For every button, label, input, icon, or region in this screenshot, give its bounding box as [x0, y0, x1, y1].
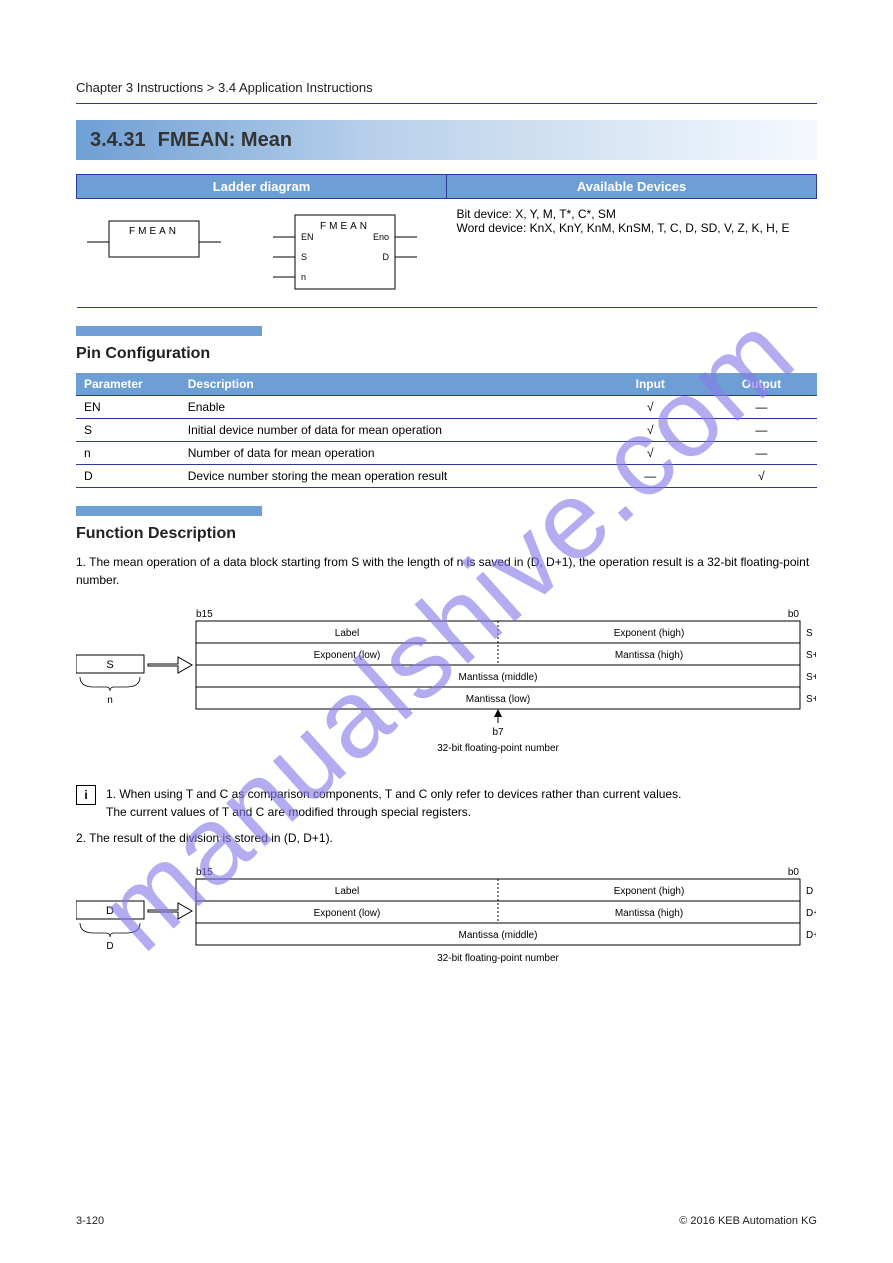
mem1-arrow-label: b7 [492, 727, 504, 738]
mem2-r1-left: Label [335, 886, 359, 897]
pin-col-param: Parameter [76, 373, 180, 396]
mem1-r1-right: Exponent (high) [614, 628, 685, 639]
mem1-r1-left: Label [335, 628, 359, 639]
note-block: i 1. When using T and C as comparison co… [76, 785, 817, 821]
mem2-side-1: D+1 [806, 908, 816, 919]
pin-n: n [301, 272, 306, 282]
mem2-side-2: D+2 [806, 930, 816, 941]
bit2-b0: b0 [788, 867, 800, 878]
mem1-r4: Mantissa (low) [466, 694, 530, 705]
mem2-r2-right: Mantissa (high) [615, 908, 683, 919]
table-row: S Initial device number of data for mean… [76, 419, 817, 442]
bit-b0: b0 [788, 609, 800, 620]
mem1-r2-right: Mantissa (high) [615, 650, 683, 661]
mem1-r2-left: Exponent (low) [314, 650, 381, 661]
mem1-r3: Mantissa (middle) [459, 672, 538, 683]
mem1-side-0: S [806, 628, 813, 639]
funcdesc-p1: 1. The mean operation of a data block st… [76, 553, 817, 589]
pin-col-output: Output [706, 373, 817, 396]
mem1-pointer-label: n [107, 695, 113, 706]
mem2-side-0: D [806, 886, 813, 897]
bit-b15: b15 [196, 609, 213, 620]
ladder-block-large: FMEAN EN S n Eno D [267, 207, 437, 299]
note-icon: i [76, 785, 96, 805]
pin-config-band [76, 326, 262, 336]
mem2-pointer-label: D [106, 941, 113, 952]
footer-copyright: © 2016 KEB Automation KG [679, 1215, 817, 1227]
funcdesc-band [76, 506, 262, 516]
top-rule [76, 103, 817, 104]
pin-d: D [382, 252, 389, 262]
devices-cell: Bit device: X, Y, M, T*, C*, SM Word dev… [447, 199, 817, 308]
mem2-r1-right: Exponent (high) [614, 886, 685, 897]
ladder-cell: FMEAN FMEAN EN S n [77, 199, 447, 308]
memory-diagram-2: b15 b0 D D Label Exponent (high) Exponen… [76, 861, 817, 1001]
mem1-pointer-box: S [106, 659, 113, 671]
pin-col-desc: Description [180, 373, 595, 396]
footer-page-number: 3-120 [76, 1215, 104, 1227]
pin-en: EN [301, 232, 314, 242]
section-title: FMEAN: Mean [158, 129, 292, 152]
pin-config-table: Parameter Description Input Output EN En… [76, 373, 817, 488]
pin-s: S [301, 252, 307, 262]
funcdesc-title: Function Description [76, 525, 817, 543]
page-footer: 3-120 © 2016 KEB Automation KG [76, 1215, 817, 1227]
mem1-side-3: S+3 [806, 694, 816, 705]
pin-col-input: Input [595, 373, 706, 396]
pin-table-body: EN Enable √ — S Initial device number of… [76, 396, 817, 488]
funcdesc-p2: 2. The result of the division is stored … [76, 829, 817, 847]
pin-config-title: Pin Configuration [76, 345, 817, 363]
ladder-block-small: FMEAN [87, 207, 227, 277]
bit2-b15: b15 [196, 867, 213, 878]
rep-col-ladder: Ladder diagram [77, 175, 447, 199]
mem1-side-1: S+1 [806, 650, 816, 661]
section-number: 3.4.31 [90, 129, 146, 152]
pin-eno: Eno [372, 232, 388, 242]
mem2-pointer-box: D [106, 905, 114, 917]
table-row: n Number of data for mean operation √ — [76, 442, 817, 465]
mem2-footnote: 32-bit floating-point number [437, 953, 559, 964]
mem1-footnote: 32-bit floating-point number [437, 743, 559, 754]
block-label: FMEAN [129, 226, 179, 237]
mem1-side-2: S+2 [806, 672, 816, 683]
breadcrumb: Chapter 3 Instructions > 3.4 Application… [76, 80, 817, 95]
block-label-large: FMEAN [320, 221, 370, 232]
rep-col-devices: Available Devices [447, 175, 817, 199]
representation-table: Ladder diagram Available Devices FMEAN [76, 174, 817, 308]
memory-diagram-1: b15 b0 S n Label Exponent (high) Exponen… [76, 603, 817, 763]
mem2-r2-left: Exponent (low) [314, 908, 381, 919]
section-heading-band: 3.4.31 FMEAN: Mean [76, 120, 817, 160]
table-row: EN Enable √ — [76, 396, 817, 419]
mem2-r3: Mantissa (middle) [459, 930, 538, 941]
table-row: D Device number storing the mean operati… [76, 465, 817, 488]
note-text: 1. When using T and C as comparison comp… [106, 785, 681, 821]
page-content: Chapter 3 Instructions > 3.4 Application… [0, 0, 893, 1083]
